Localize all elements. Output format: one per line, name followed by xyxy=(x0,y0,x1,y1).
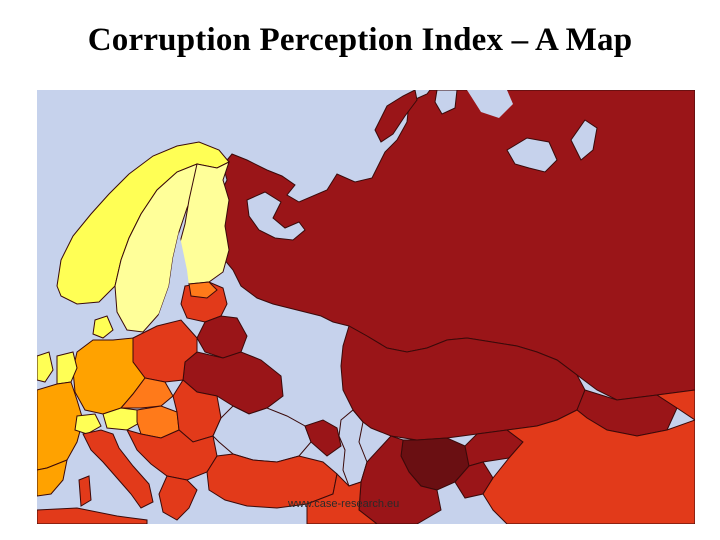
region-far-east xyxy=(655,389,695,421)
arctic-inlet-2 xyxy=(570,119,598,161)
region-iran xyxy=(306,472,378,524)
slide-title: Corruption Perception Index – A Map xyxy=(87,22,633,58)
black-sea xyxy=(212,405,312,463)
region-greece xyxy=(158,475,198,521)
region-switzerland xyxy=(74,413,102,435)
arctic-bay xyxy=(434,90,458,115)
region-finland xyxy=(176,161,230,285)
novaya-zemlya xyxy=(374,90,418,143)
region-estonia xyxy=(188,281,218,299)
region-benelux xyxy=(56,351,78,385)
region-uk xyxy=(37,351,54,383)
region-north-africa xyxy=(37,507,148,524)
region-belarus xyxy=(196,315,248,359)
map-canvas xyxy=(37,90,695,524)
region-sweden xyxy=(114,163,198,333)
region-iberia xyxy=(37,459,68,497)
arctic-strip xyxy=(467,90,513,118)
arctic-inlet xyxy=(246,191,306,241)
baltic-sea xyxy=(155,232,189,326)
region-china xyxy=(482,409,695,524)
region-caucasus xyxy=(304,419,342,457)
region-denmark xyxy=(92,315,114,339)
arctic-inlet-east xyxy=(506,137,558,173)
region-italy xyxy=(82,429,154,509)
region-czech xyxy=(119,377,174,409)
source-credit: www.case-research.eu xyxy=(288,498,400,510)
region-central-asia xyxy=(358,435,442,524)
region-sardinia xyxy=(78,475,92,507)
cpi-map xyxy=(37,90,695,524)
